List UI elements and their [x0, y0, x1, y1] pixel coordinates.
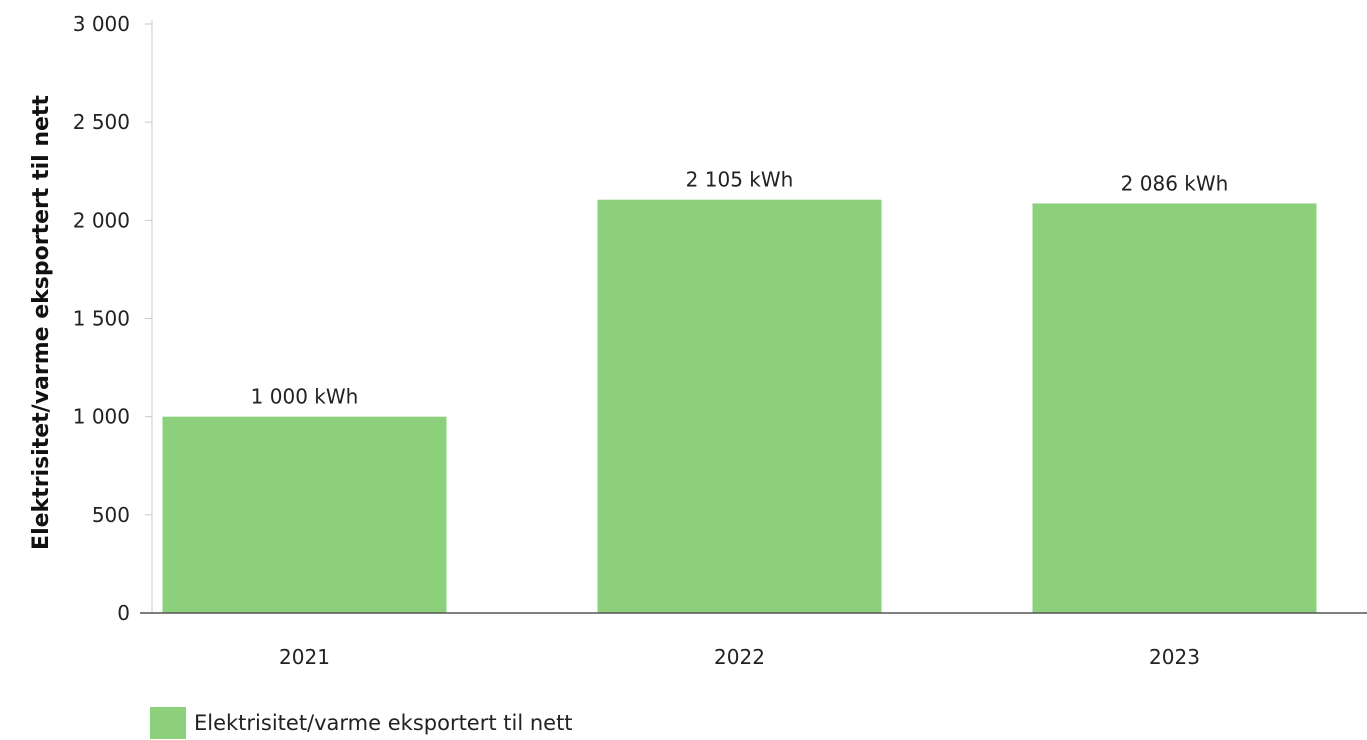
y-tick-label: 1 500: [73, 307, 130, 331]
bar-2021: [162, 416, 447, 613]
legend-swatch: [150, 707, 186, 739]
x-tick-label-2023: 2023: [1149, 645, 1200, 669]
bar-series: 1 000 kWh 2 105 kWh 2 086 kWh: [162, 168, 1317, 614]
bar-2023: [1032, 203, 1317, 613]
legend: Elektrisitet/varme eksportert til nett: [150, 706, 573, 740]
x-tick-label-2021: 2021: [279, 645, 330, 669]
y-axis-title: Elektrisitet/varme eksportert til nett: [29, 95, 54, 550]
data-label-2022: 2 105 kWh: [686, 168, 794, 192]
data-label-2023: 2 086 kWh: [1121, 171, 1229, 195]
y-tick-label: 3 000: [73, 12, 130, 36]
y-tick-label: 2 500: [73, 110, 130, 134]
y-tick-label: 0: [117, 601, 130, 625]
y-tick-label: 500: [92, 503, 130, 527]
x-tick-label-2022: 2022: [714, 645, 765, 669]
x-axis: 2021 2022 2023: [140, 612, 1367, 669]
bar-2022: [597, 199, 882, 614]
data-label-2021: 1 000 kWh: [251, 385, 359, 409]
y-tick-label: 2 000: [73, 208, 130, 232]
y-tick-label: 1 000: [73, 405, 130, 429]
legend-label: Elektrisitet/varme eksportert til nett: [194, 711, 573, 735]
y-axis: 0 500 1 000 1 500 2 000 2 500 3 000: [73, 12, 153, 625]
